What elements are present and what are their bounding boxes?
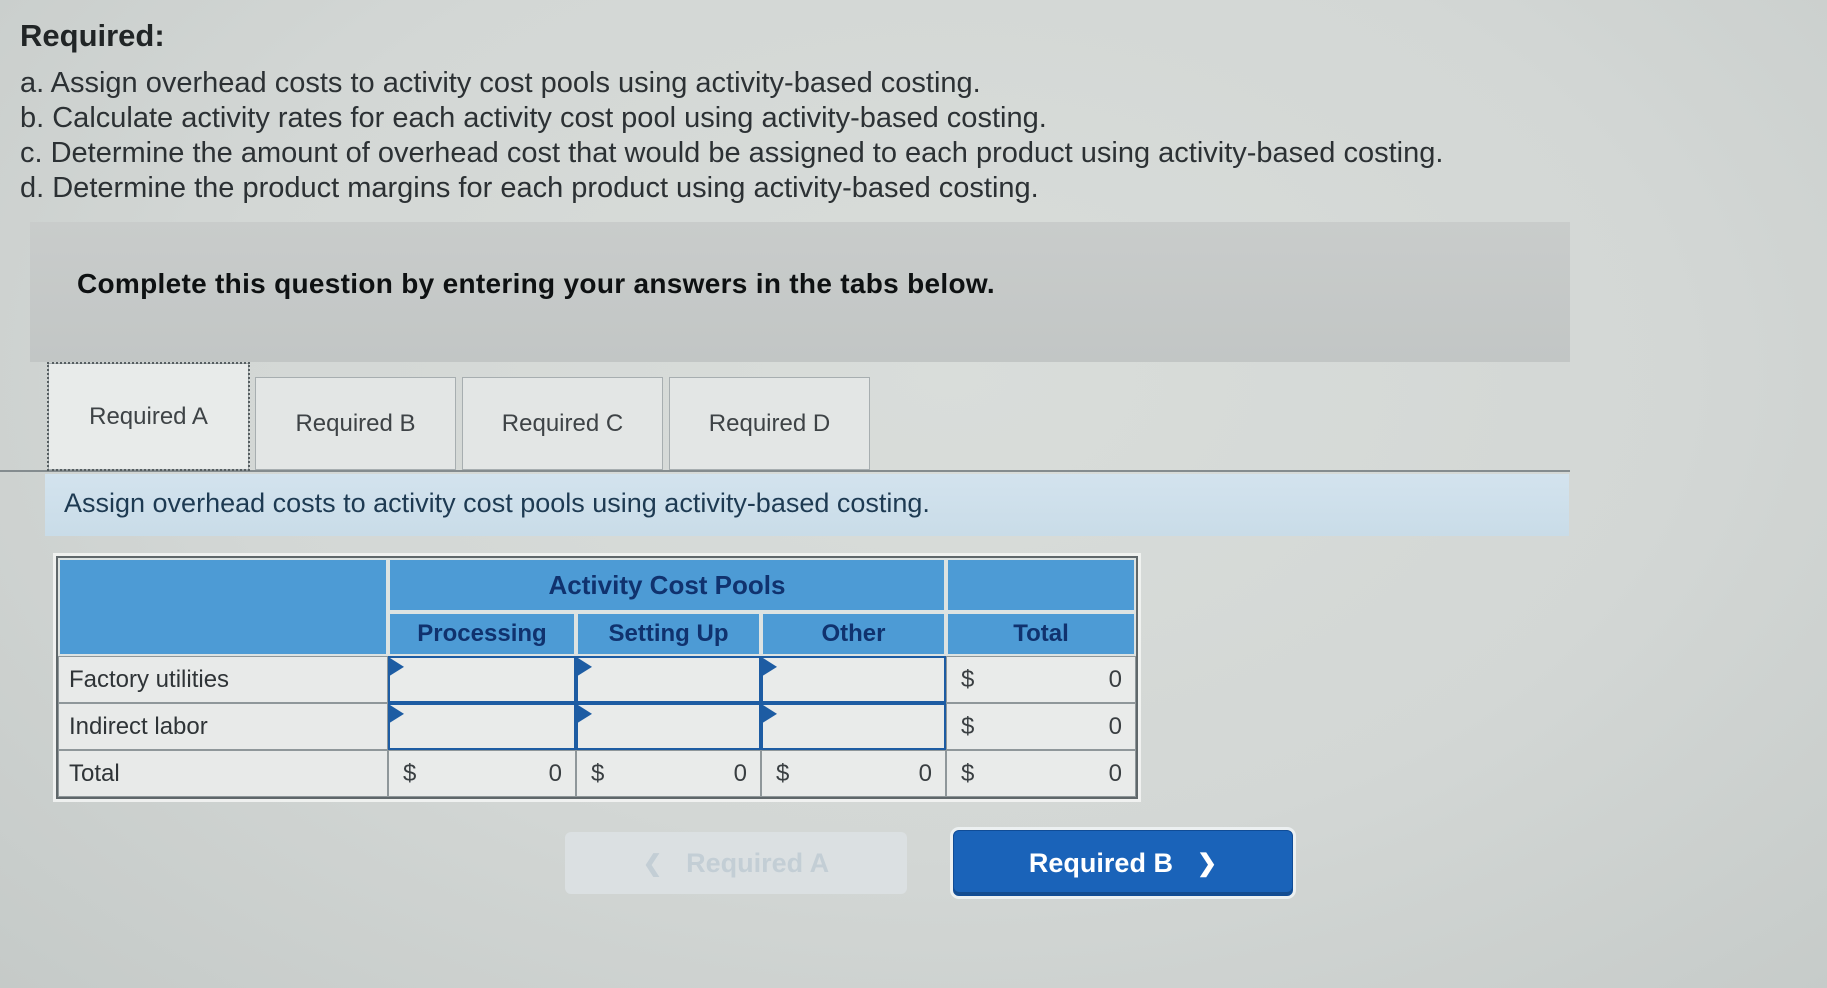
requirement-item-a: a. Assign overhead costs to activity cos… [20,67,981,99]
cell-corner-flag-icon [390,658,404,676]
total-value: 0 [1108,759,1122,787]
currency-symbol: $ [961,759,975,787]
requirements-title: Required: [20,18,165,53]
input-cell-factory-utilities-setting-up[interactable] [576,656,761,703]
total-value: 0 [1108,712,1122,740]
requirement-item-c: c. Determine the amount of overhead cost… [20,137,1444,169]
row-label-indirect-labor: Indirect labor [58,703,388,750]
input-cell-indirect-labor-processing[interactable] [388,703,576,750]
tab-required-d[interactable]: Required D [669,377,870,470]
input-cell-factory-utilities-other[interactable] [761,656,946,703]
tab-required-b[interactable]: Required B [255,377,456,470]
cell-corner-flag-icon [390,705,404,723]
total-value: 0 [548,759,562,787]
requirements-section: Required: a. Assign overhead costs to ac… [20,18,1443,206]
currency-symbol: $ [776,759,790,787]
column-header-processing: Processing [388,612,576,656]
column-header-total: Total [946,612,1136,656]
currency-symbol: $ [403,759,417,787]
tab-required-c-label: Required C [501,409,624,437]
cell-corner-flag-icon [578,705,592,723]
requirement-item-d: d. Determine the product margins for eac… [20,172,1039,204]
input-cell-indirect-labor-setting-up[interactable] [576,703,761,750]
tab-required-b-label: Required B [295,409,416,437]
input-cell-indirect-labor-other[interactable] [761,703,946,750]
task-banner-text: Assign overhead costs to activity cost p… [64,488,930,518]
tab-strip: Required A Required B Required C Require… [0,360,1570,472]
tab-navigation: ❮ Required A Required B ❯ [565,830,1293,896]
currency-symbol: $ [961,712,975,740]
prev-required-a-button[interactable]: ❮ Required A [565,832,907,894]
total-value: 0 [733,759,747,787]
total-cell-setting-up: $ 0 [576,750,761,797]
tab-required-c[interactable]: Required C [462,377,663,470]
instruction-panel: Complete this question by entering your … [30,222,1570,362]
currency-symbol: $ [591,759,605,787]
cell-corner-flag-icon [578,658,592,676]
table-row-indirect-labor: Indirect labor $ 0 [58,703,1136,750]
total-header-spacer [946,558,1136,612]
table-corner-cell [58,558,388,656]
total-value: 0 [918,759,932,787]
tab-required-a-label: Required A [89,402,208,430]
column-header-other: Other [761,612,946,656]
requirement-item-b: b. Calculate activity rates for each act… [20,102,1047,134]
tab-required-a[interactable]: Required A [47,362,250,471]
instruction-text: Complete this question by entering your … [77,268,996,299]
table-row-factory-utilities: Factory utilities $ 0 [58,656,1136,703]
prev-button-label: Required A [686,847,830,878]
cell-corner-flag-icon [763,705,777,723]
table-row-total: Total $ 0 $ 0 $ 0 [58,750,1136,797]
cell-corner-flag-icon [763,658,777,676]
total-cell-other: $ 0 [761,750,946,797]
input-cell-factory-utilities-processing[interactable] [388,656,576,703]
column-header-setting-up: Setting Up [576,612,761,656]
total-cell-grand-total: $ 0 [946,750,1136,797]
next-button-label: Required B [1028,847,1173,878]
next-required-b-button[interactable]: Required B ❯ [953,830,1293,896]
total-cell-factory-utilities: $ 0 [946,656,1136,703]
tab-required-d-label: Required D [708,409,831,437]
total-cell-indirect-labor: $ 0 [946,703,1136,750]
task-banner: Assign overhead costs to activity cost p… [45,474,1569,536]
group-header-activity-cost-pools: Activity Cost Pools [388,558,946,612]
total-value: 0 [1108,665,1122,693]
row-label-factory-utilities: Factory utilities [58,656,388,703]
row-label-total: Total [58,750,388,797]
currency-symbol: $ [961,665,975,693]
chevron-right-icon: ❯ [1196,849,1218,877]
chevron-left-icon: ❮ [642,849,663,876]
total-cell-processing: $ 0 [388,750,576,797]
activity-cost-table: Activity Cost Pools Processing Setting U… [56,556,1138,799]
